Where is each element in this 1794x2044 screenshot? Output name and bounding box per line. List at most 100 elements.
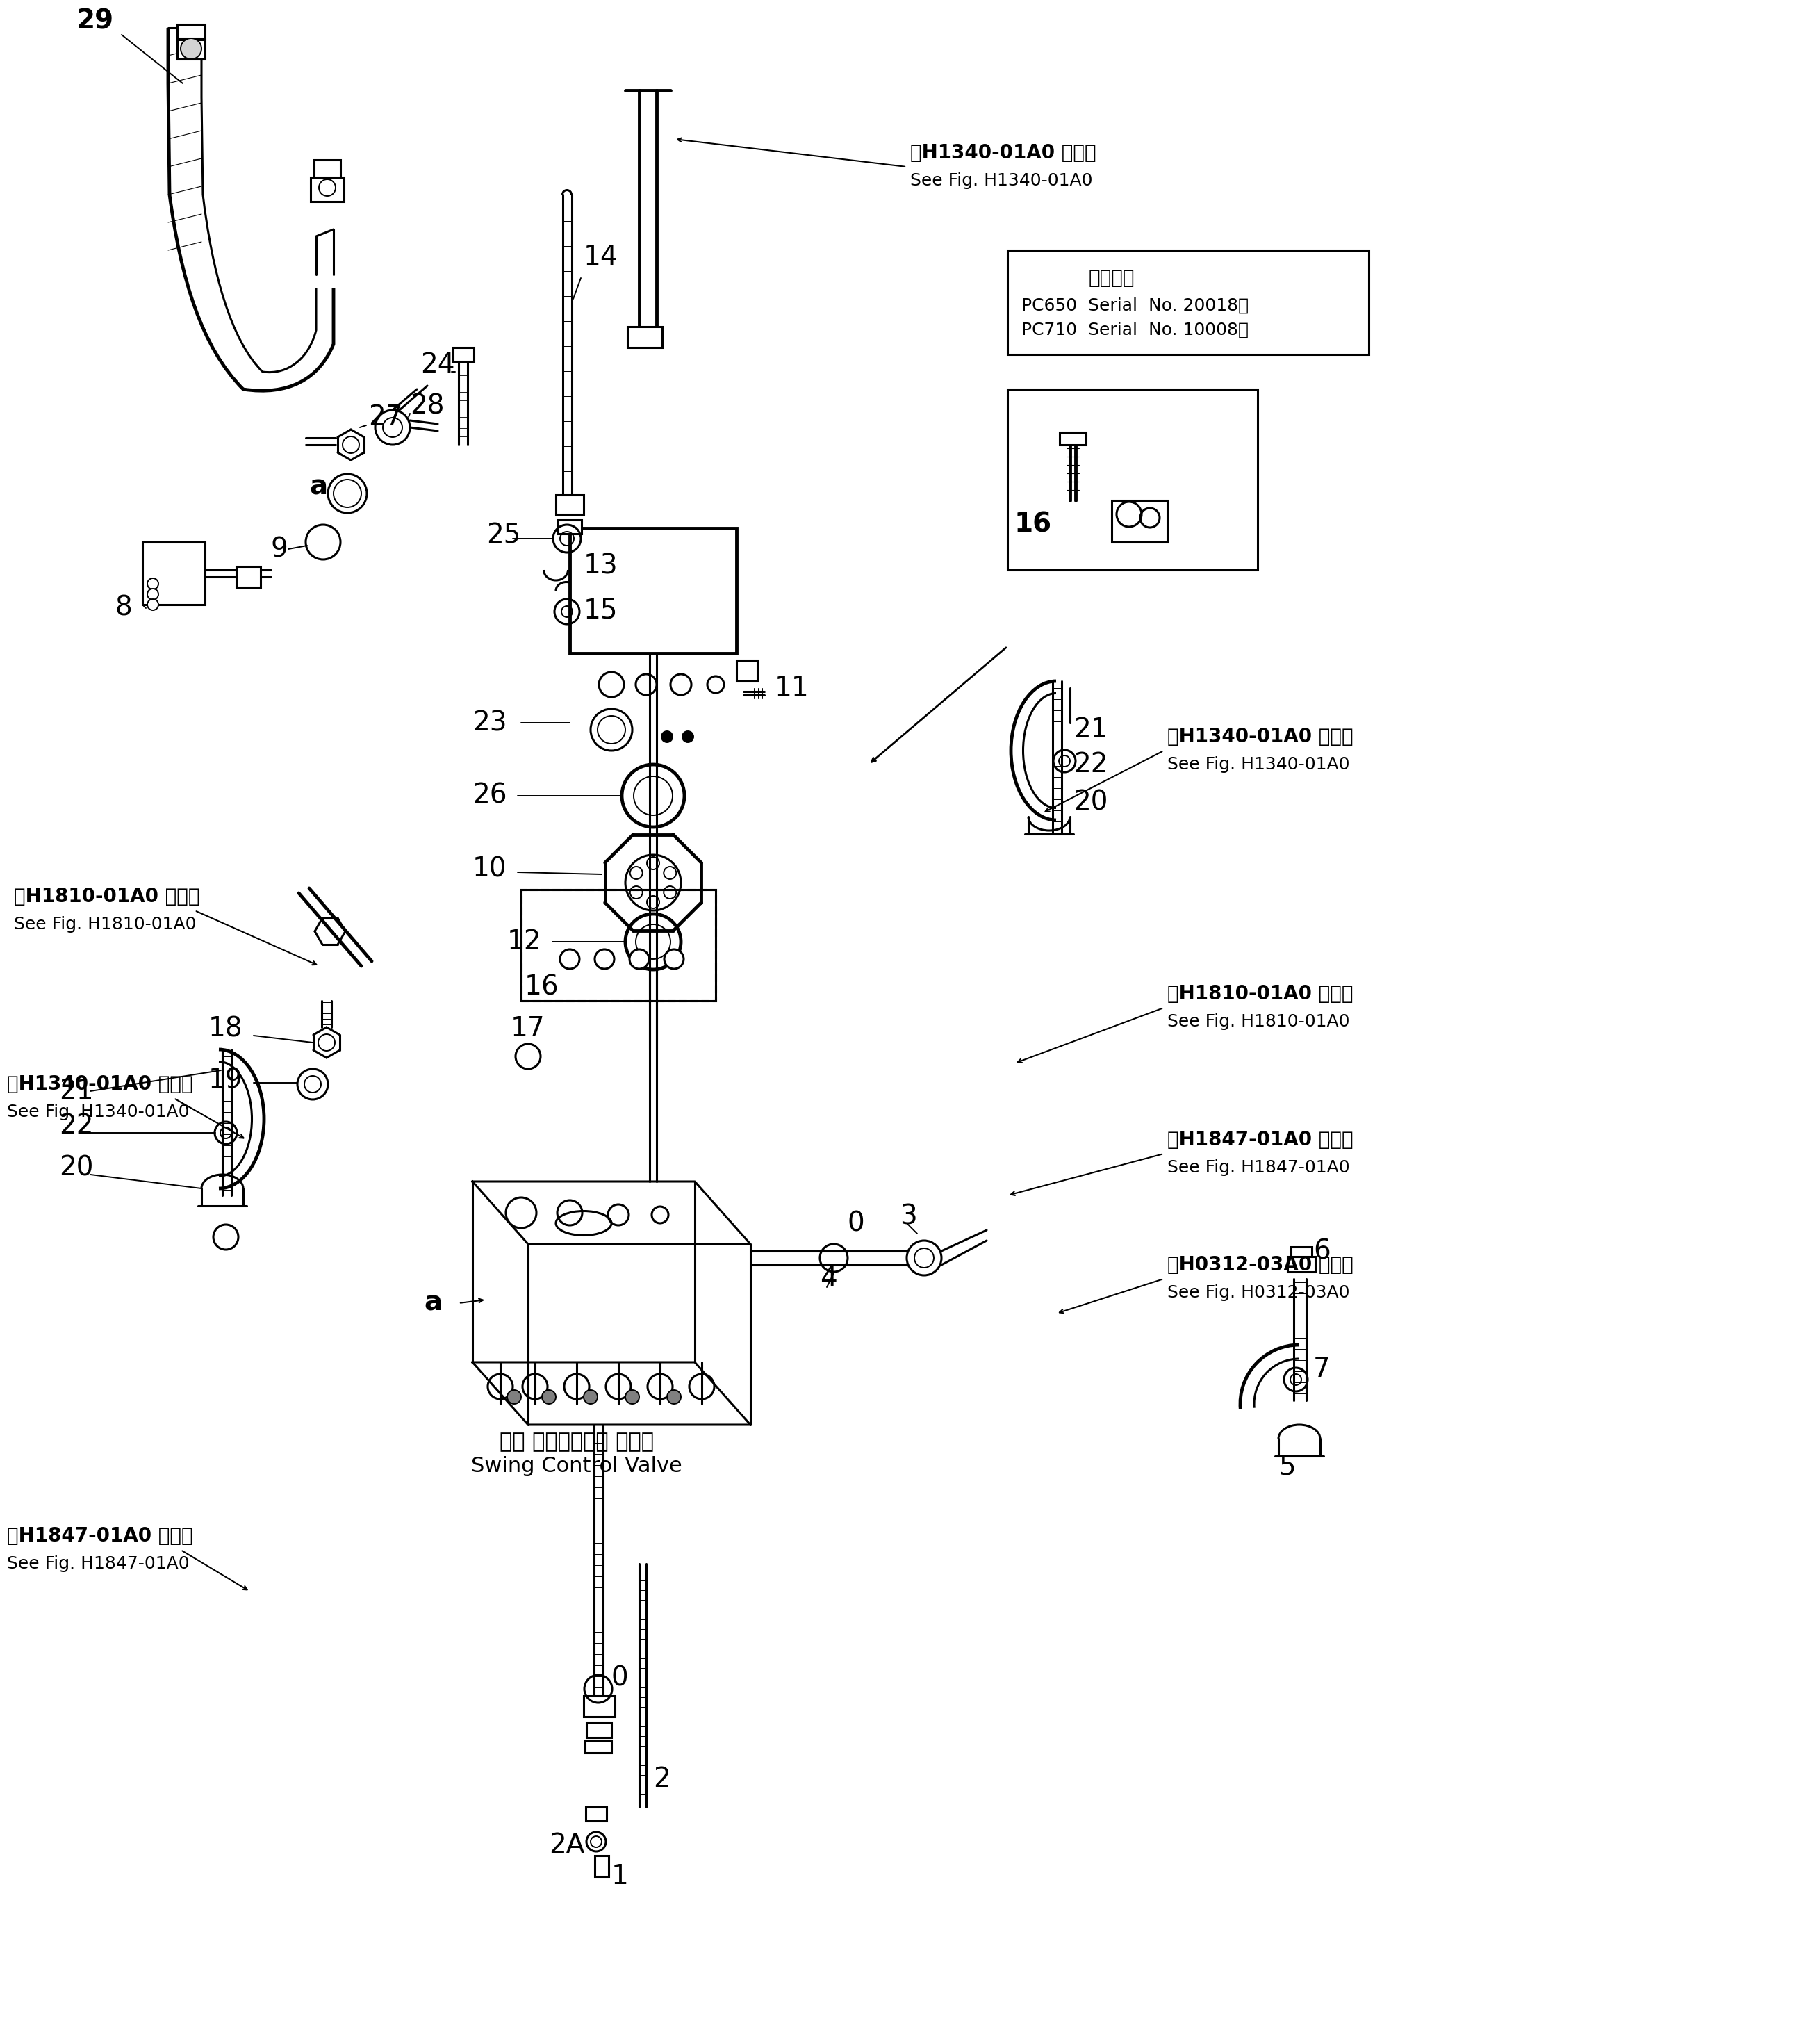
Text: 2A: 2A	[549, 1831, 585, 1858]
Text: a: a	[423, 1290, 441, 1316]
Text: See Fig. H1810-01A0: See Fig. H1810-01A0	[1168, 1014, 1349, 1030]
Polygon shape	[472, 1361, 750, 1425]
Text: 0: 0	[849, 1210, 865, 1237]
Text: 0: 0	[612, 1666, 628, 1692]
Text: 第H1340-01A0 図参照: 第H1340-01A0 図参照	[7, 1075, 194, 1094]
Text: 28: 28	[411, 392, 445, 419]
Text: 12: 12	[508, 928, 542, 955]
Text: 16: 16	[524, 973, 560, 1000]
Circle shape	[626, 1390, 639, 1404]
Text: 19: 19	[208, 1067, 242, 1094]
Text: 21: 21	[1073, 717, 1109, 742]
Circle shape	[560, 948, 579, 969]
Bar	[1112, 501, 1168, 542]
Circle shape	[375, 411, 411, 446]
Text: 2: 2	[653, 1766, 671, 1793]
Bar	[596, 1856, 608, 1876]
Text: 8: 8	[115, 595, 131, 621]
Text: a: a	[309, 474, 327, 499]
Text: 第H1847-01A0 図参照: 第H1847-01A0 図参照	[7, 1527, 194, 1545]
Bar	[587, 1723, 612, 1737]
Bar	[1008, 388, 1258, 570]
Circle shape	[542, 1390, 556, 1404]
Text: PC650  Serial  No. 20018～: PC650 Serial No. 20018～	[1021, 298, 1249, 315]
Circle shape	[596, 948, 614, 969]
Bar	[237, 566, 260, 587]
Bar	[556, 495, 583, 515]
Text: 15: 15	[583, 597, 619, 623]
Bar	[454, 347, 474, 362]
Text: 第H1340-01A0 図参照: 第H1340-01A0 図参照	[910, 143, 1096, 164]
Bar	[520, 889, 716, 1002]
Circle shape	[181, 39, 201, 59]
Text: See Fig. H1847-01A0: See Fig. H1847-01A0	[1168, 1159, 1349, 1175]
Bar	[1288, 1257, 1315, 1271]
Bar	[585, 1807, 606, 1821]
Bar	[570, 527, 737, 654]
Text: 適用号機: 適用号機	[1089, 268, 1136, 288]
Bar	[1292, 1247, 1311, 1257]
Text: 24: 24	[420, 352, 454, 378]
Bar	[310, 178, 344, 202]
Text: 第H0312-03A0 図参照: 第H0312-03A0 図参照	[1168, 1255, 1353, 1275]
Circle shape	[147, 599, 158, 611]
Text: 16: 16	[1014, 511, 1051, 538]
Text: See Fig. H1340-01A0: See Fig. H1340-01A0	[7, 1104, 190, 1120]
Text: 23: 23	[472, 709, 508, 736]
Text: 4: 4	[820, 1265, 838, 1292]
Text: 10: 10	[472, 856, 508, 881]
Circle shape	[587, 1831, 606, 1852]
Text: 20: 20	[1073, 789, 1109, 816]
Bar	[1060, 431, 1085, 446]
Circle shape	[508, 1390, 520, 1404]
Text: 26: 26	[472, 783, 508, 809]
Bar	[628, 327, 662, 347]
Text: 14: 14	[583, 243, 619, 270]
Bar	[314, 159, 341, 178]
Bar	[178, 39, 205, 59]
Circle shape	[147, 578, 158, 589]
Text: 3: 3	[901, 1204, 917, 1228]
Bar	[737, 660, 757, 681]
Text: 22: 22	[1073, 752, 1109, 777]
Text: See Fig. H1847-01A0: See Fig. H1847-01A0	[7, 1555, 190, 1572]
Text: 6: 6	[1313, 1239, 1331, 1263]
Text: See Fig. H1340-01A0: See Fig. H1340-01A0	[910, 172, 1093, 188]
Text: 第H1847-01A0 図参照: 第H1847-01A0 図参照	[1168, 1130, 1353, 1149]
Text: 27: 27	[368, 405, 402, 429]
Bar	[1008, 249, 1369, 354]
Circle shape	[906, 1241, 942, 1275]
Text: 旋回 コントロール バルブ: 旋回 コントロール バルブ	[499, 1433, 653, 1451]
Polygon shape	[472, 1181, 750, 1245]
Text: 7: 7	[1313, 1355, 1331, 1382]
Circle shape	[343, 437, 359, 454]
Text: 18: 18	[208, 1016, 242, 1042]
Bar	[558, 519, 581, 533]
Bar	[583, 1697, 615, 1717]
Text: 21: 21	[59, 1077, 93, 1104]
Text: 17: 17	[511, 1016, 545, 1042]
Text: 第H1340-01A0 図参照: 第H1340-01A0 図参照	[1168, 728, 1353, 746]
Text: Swing Control Valve: Swing Control Valve	[472, 1457, 682, 1476]
Bar	[142, 542, 205, 605]
Circle shape	[662, 732, 673, 742]
Circle shape	[667, 1390, 682, 1404]
Text: See Fig. H1810-01A0: See Fig. H1810-01A0	[14, 916, 196, 932]
Text: 1: 1	[612, 1864, 628, 1891]
Circle shape	[147, 589, 158, 599]
Text: 20: 20	[59, 1155, 93, 1181]
Bar	[178, 25, 205, 39]
Text: 11: 11	[775, 675, 809, 701]
Circle shape	[583, 1390, 597, 1404]
Text: See Fig. H0312-03A0: See Fig. H0312-03A0	[1168, 1284, 1349, 1302]
Text: 9: 9	[271, 536, 289, 562]
Circle shape	[630, 948, 649, 969]
Circle shape	[664, 948, 684, 969]
Text: 13: 13	[583, 554, 619, 580]
Bar	[585, 1739, 612, 1754]
Text: PC710  Serial  No. 10008～: PC710 Serial No. 10008～	[1021, 321, 1249, 339]
Text: 5: 5	[1279, 1453, 1295, 1480]
Text: 25: 25	[486, 521, 520, 548]
Circle shape	[682, 732, 694, 742]
Text: 29: 29	[77, 8, 115, 35]
